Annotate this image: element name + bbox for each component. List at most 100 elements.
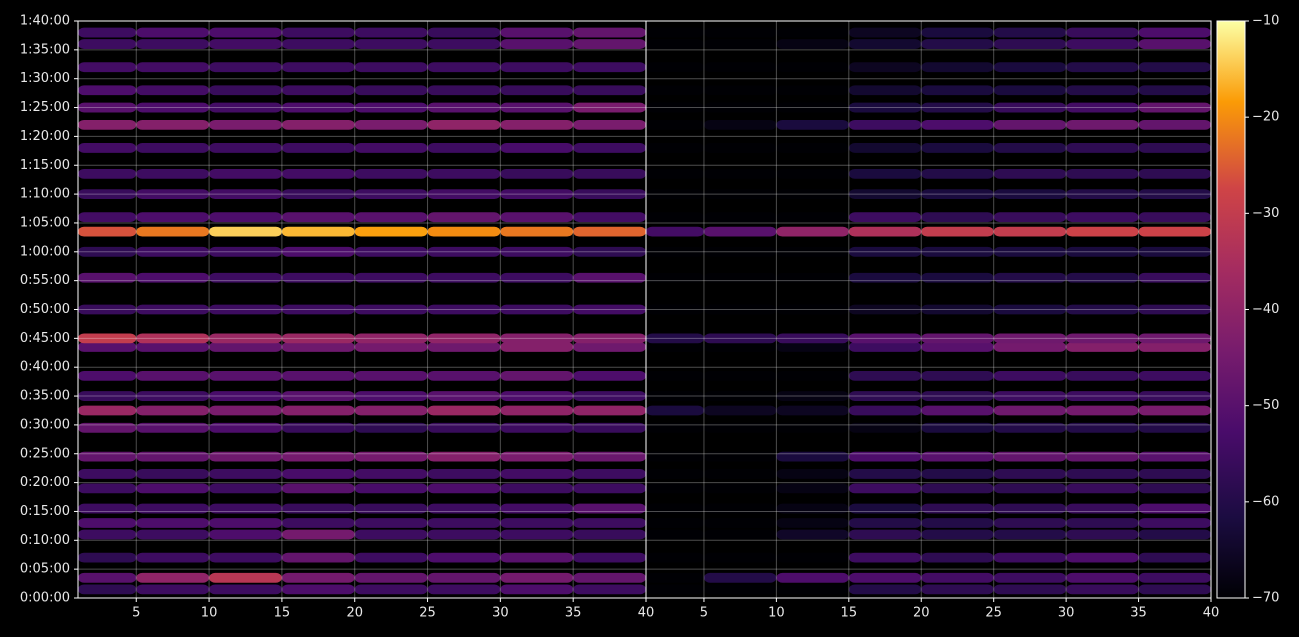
heat-cell bbox=[646, 529, 704, 540]
heat-cell bbox=[848, 342, 922, 352]
heat-cell bbox=[354, 342, 428, 352]
heat-cell bbox=[136, 391, 210, 401]
heat-cell bbox=[646, 62, 704, 73]
heat-cell bbox=[1066, 391, 1139, 401]
heat-cell bbox=[848, 226, 922, 237]
heat-cell bbox=[136, 405, 210, 416]
heat-cell bbox=[573, 483, 646, 494]
heat-cell bbox=[703, 119, 777, 130]
heat-cell bbox=[281, 518, 355, 528]
heat-cell bbox=[209, 272, 282, 283]
heat-cell bbox=[573, 422, 646, 433]
heat-cell bbox=[921, 119, 994, 130]
heat-cell bbox=[921, 212, 994, 223]
heat-cell bbox=[776, 405, 849, 416]
heat-cell bbox=[921, 503, 994, 514]
heat-cell bbox=[848, 552, 922, 563]
heat-cell bbox=[776, 529, 849, 540]
heat-cell bbox=[500, 405, 574, 416]
heat-cell bbox=[573, 119, 646, 130]
heat-cell bbox=[136, 119, 210, 130]
heat-cell bbox=[1138, 552, 1211, 563]
y-tick-label: 0:55:00 bbox=[20, 273, 70, 288]
heat-cell bbox=[703, 529, 777, 540]
heat-cell bbox=[136, 102, 210, 113]
heat-cell bbox=[921, 27, 994, 38]
heat-cell bbox=[776, 169, 849, 179]
x-tick-label: 25 bbox=[419, 606, 436, 621]
heat-cell bbox=[1066, 119, 1139, 130]
heat-cell bbox=[921, 518, 994, 528]
heat-cell bbox=[573, 342, 646, 352]
heat-cell bbox=[427, 143, 501, 153]
heat-cell bbox=[776, 119, 849, 130]
heat-cell bbox=[646, 503, 704, 514]
heat-cell bbox=[500, 342, 574, 352]
heat-cell bbox=[993, 27, 1067, 38]
heat-cell bbox=[354, 212, 428, 223]
heat-cell bbox=[993, 39, 1067, 49]
heat-cell bbox=[1066, 405, 1139, 416]
heat-cell bbox=[427, 85, 501, 96]
heat-cell bbox=[921, 102, 994, 113]
heat-cell bbox=[78, 469, 137, 479]
heat-cell bbox=[573, 518, 646, 528]
colorbar-tick-label: −60 bbox=[1252, 494, 1279, 509]
heat-cell bbox=[993, 518, 1067, 528]
heat-cell bbox=[500, 304, 574, 315]
heat-cell bbox=[281, 102, 355, 113]
heat-cell bbox=[1138, 169, 1211, 179]
heat-cell bbox=[646, 85, 704, 96]
heat-cell bbox=[993, 272, 1067, 283]
heat-cell bbox=[573, 529, 646, 540]
heat-cell bbox=[646, 572, 704, 583]
heat-cell bbox=[646, 226, 704, 237]
heat-cell bbox=[427, 518, 501, 528]
heat-cell bbox=[209, 304, 282, 315]
heat-cell bbox=[848, 422, 922, 433]
heat-cell bbox=[703, 62, 777, 73]
heat-cell bbox=[993, 584, 1067, 595]
heat-cell bbox=[703, 584, 777, 595]
heat-cell bbox=[78, 529, 137, 540]
heat-cell bbox=[776, 62, 849, 73]
heat-cell bbox=[646, 469, 704, 479]
heat-cell bbox=[646, 189, 704, 200]
heat-cell bbox=[427, 451, 501, 462]
heat-cell bbox=[646, 246, 704, 257]
heat-cell bbox=[427, 572, 501, 583]
heat-cell bbox=[136, 39, 210, 49]
heat-cell bbox=[1066, 246, 1139, 257]
heat-cell bbox=[78, 102, 137, 113]
heat-cell bbox=[703, 572, 777, 583]
heat-cell bbox=[281, 246, 355, 257]
heat-cell bbox=[993, 246, 1067, 257]
heat-cell bbox=[703, 503, 777, 514]
heat-cell bbox=[78, 212, 137, 223]
heat-cell bbox=[354, 119, 428, 130]
heat-cell bbox=[1138, 342, 1211, 352]
heat-cell bbox=[921, 143, 994, 153]
heat-cell bbox=[993, 189, 1067, 200]
heat-cell bbox=[354, 189, 428, 200]
heat-cell bbox=[354, 333, 428, 344]
heat-cell bbox=[776, 189, 849, 200]
heat-cell bbox=[427, 246, 501, 257]
heat-cell bbox=[703, 342, 777, 352]
heat-cell bbox=[136, 469, 210, 479]
heat-cell bbox=[1138, 39, 1211, 49]
heat-cell bbox=[1066, 304, 1139, 315]
heat-cell bbox=[703, 304, 777, 315]
y-tick-label: 1:20:00 bbox=[20, 129, 70, 144]
heat-cell bbox=[78, 342, 137, 352]
heat-cell bbox=[993, 370, 1067, 381]
heat-cell bbox=[281, 27, 355, 38]
heat-cell bbox=[1066, 189, 1139, 200]
heat-cell bbox=[500, 584, 574, 595]
heat-cell bbox=[209, 469, 282, 479]
heat-cell bbox=[354, 370, 428, 381]
heat-cell bbox=[209, 27, 282, 38]
heat-cell bbox=[848, 469, 922, 479]
heat-cell bbox=[1138, 189, 1211, 200]
